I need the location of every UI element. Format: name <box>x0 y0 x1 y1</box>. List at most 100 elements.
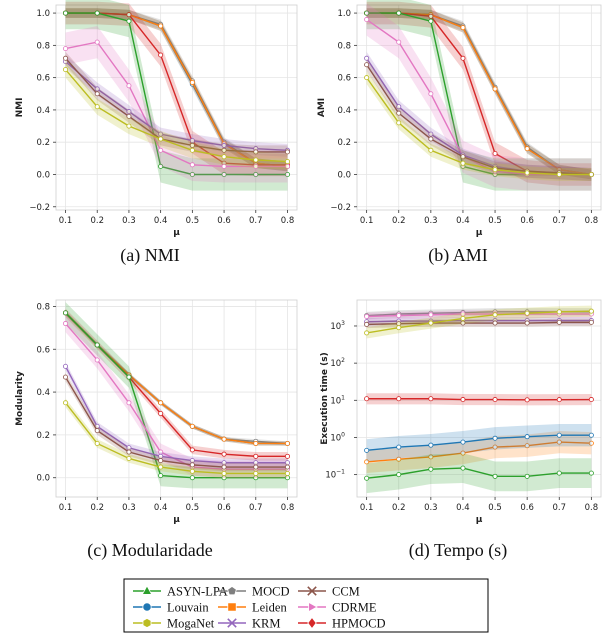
data-point <box>364 330 370 336</box>
series-line-moganet <box>366 77 592 176</box>
data-point <box>63 400 69 406</box>
data-point <box>588 319 594 325</box>
legend-label: MOCD <box>252 585 290 599</box>
data-point <box>189 447 195 453</box>
series-band-krm <box>65 55 288 157</box>
legend-item-cdrme: CDRME <box>298 601 377 615</box>
data-point <box>63 55 69 61</box>
data-point <box>492 444 498 450</box>
data-point <box>158 473 164 479</box>
data-point <box>364 396 370 402</box>
x-tick-label: 0.2 <box>392 503 406 513</box>
series-band-asyn-lpa <box>65 0 288 191</box>
data-point <box>94 10 100 16</box>
data-point <box>492 320 498 326</box>
plot-area <box>356 4 602 211</box>
x-tick-label: 0.5 <box>186 216 200 226</box>
data-point <box>364 75 370 81</box>
legend-marker-icon <box>307 586 317 596</box>
data-point <box>524 310 530 316</box>
data-point <box>428 147 434 153</box>
data-point <box>94 39 100 45</box>
data-point <box>460 25 466 31</box>
series-band-cdrme <box>366 3 592 191</box>
x-axis-label: μ <box>173 228 180 238</box>
series-band-ccm <box>65 51 288 159</box>
y-axis-label: Execution time (s) <box>320 352 330 445</box>
data-point <box>556 309 562 315</box>
series-line-asyn-lpa <box>65 12 288 176</box>
data-point <box>396 325 402 331</box>
data-point <box>460 154 466 160</box>
chart-panel-2: −0.2 0.0 0.2 0.4 0.6 0.8 1.0 0.1 0.2 0.3 0.4 0.5 0.6… <box>317 0 602 266</box>
data-point <box>588 397 594 403</box>
data-point <box>524 320 530 326</box>
data-point <box>524 473 530 479</box>
data-point <box>428 136 434 142</box>
legend-marker-icon <box>227 618 237 628</box>
data-point <box>556 397 562 403</box>
y-tick-label: −0.2 <box>29 203 50 213</box>
data-point <box>428 131 434 137</box>
data-point <box>396 456 402 462</box>
data-point <box>189 423 195 429</box>
data-point <box>492 473 498 479</box>
legend-marker-icon <box>142 602 152 612</box>
data-point <box>189 147 195 153</box>
legend: ASYN-LPA Louvain MogaNet MOCD Leiden KRM CCM CD… <box>123 578 489 633</box>
y-tick-label: 0.8 <box>36 302 50 312</box>
data-point <box>588 171 594 177</box>
data-point <box>189 475 195 481</box>
legend-label: CDRME <box>332 601 377 615</box>
data-point <box>94 104 100 110</box>
legend-marker-icon <box>307 616 317 630</box>
data-point <box>588 308 594 314</box>
data-point <box>428 312 434 318</box>
series-band-hpmocd <box>65 308 288 461</box>
data-point <box>253 163 259 169</box>
data-point <box>460 55 466 61</box>
x-tick-label: 0.5 <box>488 503 502 513</box>
data-point <box>396 39 402 45</box>
data-point <box>126 400 132 406</box>
series-line-hpmocd <box>65 12 288 166</box>
data-point <box>126 449 132 455</box>
y-tick-label: 0.2 <box>36 138 50 148</box>
plot-area <box>55 299 298 498</box>
data-point <box>396 120 402 126</box>
data-point <box>63 10 69 16</box>
legend-marker-icon <box>227 602 237 612</box>
series-line-asyn-lpa <box>366 467 592 479</box>
data-point <box>94 86 100 92</box>
data-point <box>158 23 164 29</box>
x-tick-label: 0.4 <box>456 503 470 513</box>
y-tick-label: 0.4 <box>36 106 50 116</box>
x-tick-label: 0.7 <box>249 216 263 226</box>
data-point <box>221 171 227 177</box>
series-line-asyn-lpa <box>65 312 288 479</box>
y-tick-label: 103 <box>330 320 345 332</box>
x-axis-label: μ <box>476 228 483 238</box>
chart-panel-1: −0.2 0.0 0.2 0.4 0.6 0.8 1.0 0.1 0.2 0.3 0.4 0.5 0.6… <box>15 0 298 266</box>
y-tick-label: 0.0 <box>36 170 50 180</box>
legend-item-hpmocd: HPMOCD <box>298 617 386 631</box>
y-tick-label: 102 <box>330 357 345 369</box>
data-point <box>588 440 594 446</box>
x-tick-label: 0.8 <box>281 216 295 226</box>
x-tick-label: 0.5 <box>488 216 502 226</box>
x-tick-label: 0.2 <box>392 216 406 226</box>
x-tick-label: 0.7 <box>552 216 566 226</box>
series-band-hpmocd <box>65 1 288 177</box>
x-tick-label: 0.3 <box>122 503 136 513</box>
data-point <box>492 397 498 403</box>
y-tick-label: −0.2 <box>330 203 351 213</box>
series-band-moganet <box>366 305 592 339</box>
data-point <box>253 464 259 470</box>
legend-label: MogaNet <box>167 617 215 631</box>
x-axis-label: μ <box>173 515 180 525</box>
series-band-moganet <box>366 71 592 181</box>
legend-label: HPMOCD <box>332 617 386 631</box>
y-axis-label: Modularity <box>15 371 25 426</box>
data-point <box>253 440 259 446</box>
data-point <box>364 321 370 327</box>
